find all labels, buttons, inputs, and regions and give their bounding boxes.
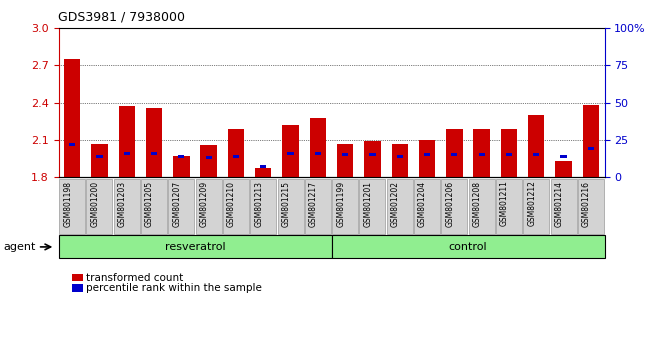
Bar [500, 129, 517, 177]
Bar [200, 145, 217, 177]
Bar [446, 129, 463, 177]
Bar [282, 125, 299, 177]
Bar [473, 129, 490, 177]
Bar [260, 165, 266, 168]
Bar [478, 153, 485, 156]
Bar [287, 152, 294, 155]
Bar [315, 152, 321, 155]
Bar [173, 156, 190, 177]
Bar [233, 155, 239, 158]
Text: GSM801199: GSM801199 [336, 181, 345, 227]
Text: control: control [448, 242, 488, 252]
Text: GDS3981 / 7938000: GDS3981 / 7938000 [58, 11, 185, 24]
Bar [369, 153, 376, 156]
Bar [364, 141, 381, 177]
Bar [205, 156, 212, 159]
Bar [451, 153, 458, 156]
Bar [64, 59, 81, 177]
Text: GSM801211: GSM801211 [500, 181, 509, 227]
Bar [419, 140, 436, 177]
Text: GSM801202: GSM801202 [391, 181, 400, 227]
Bar [227, 129, 244, 177]
Text: GSM801214: GSM801214 [554, 181, 564, 227]
Text: GSM801210: GSM801210 [227, 181, 236, 227]
Text: GSM801217: GSM801217 [309, 181, 318, 227]
Bar [178, 155, 185, 158]
Text: GSM801212: GSM801212 [527, 181, 536, 227]
Bar [255, 169, 272, 177]
Bar [91, 144, 108, 177]
Text: agent: agent [3, 242, 36, 252]
Bar [337, 144, 354, 177]
Bar [555, 161, 572, 177]
Bar [582, 105, 599, 177]
Text: GSM801205: GSM801205 [145, 181, 154, 227]
Bar [146, 108, 162, 177]
Bar [309, 118, 326, 177]
Text: percentile rank within the sample: percentile rank within the sample [86, 283, 262, 293]
Bar [424, 153, 430, 156]
Bar [342, 153, 348, 156]
Text: GSM801203: GSM801203 [118, 181, 127, 227]
Text: transformed count: transformed count [86, 273, 183, 282]
Text: GSM801216: GSM801216 [582, 181, 591, 227]
Bar [151, 152, 157, 155]
Text: GSM801201: GSM801201 [363, 181, 372, 227]
Bar [506, 153, 512, 156]
Text: GSM801215: GSM801215 [281, 181, 291, 227]
Text: GSM801207: GSM801207 [172, 181, 181, 227]
Bar [391, 144, 408, 177]
Text: GSM801208: GSM801208 [473, 181, 482, 227]
Bar [69, 143, 75, 145]
Bar [124, 152, 130, 155]
Text: GSM801206: GSM801206 [445, 181, 454, 227]
Text: GSM801200: GSM801200 [90, 181, 99, 227]
Bar [528, 115, 545, 177]
Bar [118, 106, 135, 177]
Bar [96, 155, 103, 158]
Bar [396, 155, 403, 158]
Text: GSM801198: GSM801198 [63, 181, 72, 227]
Bar [560, 155, 567, 158]
Text: GSM801209: GSM801209 [200, 181, 209, 227]
Bar [588, 147, 594, 150]
Bar [533, 153, 540, 156]
Text: GSM801204: GSM801204 [418, 181, 427, 227]
Text: resveratrol: resveratrol [164, 242, 226, 252]
Text: GSM801213: GSM801213 [254, 181, 263, 227]
